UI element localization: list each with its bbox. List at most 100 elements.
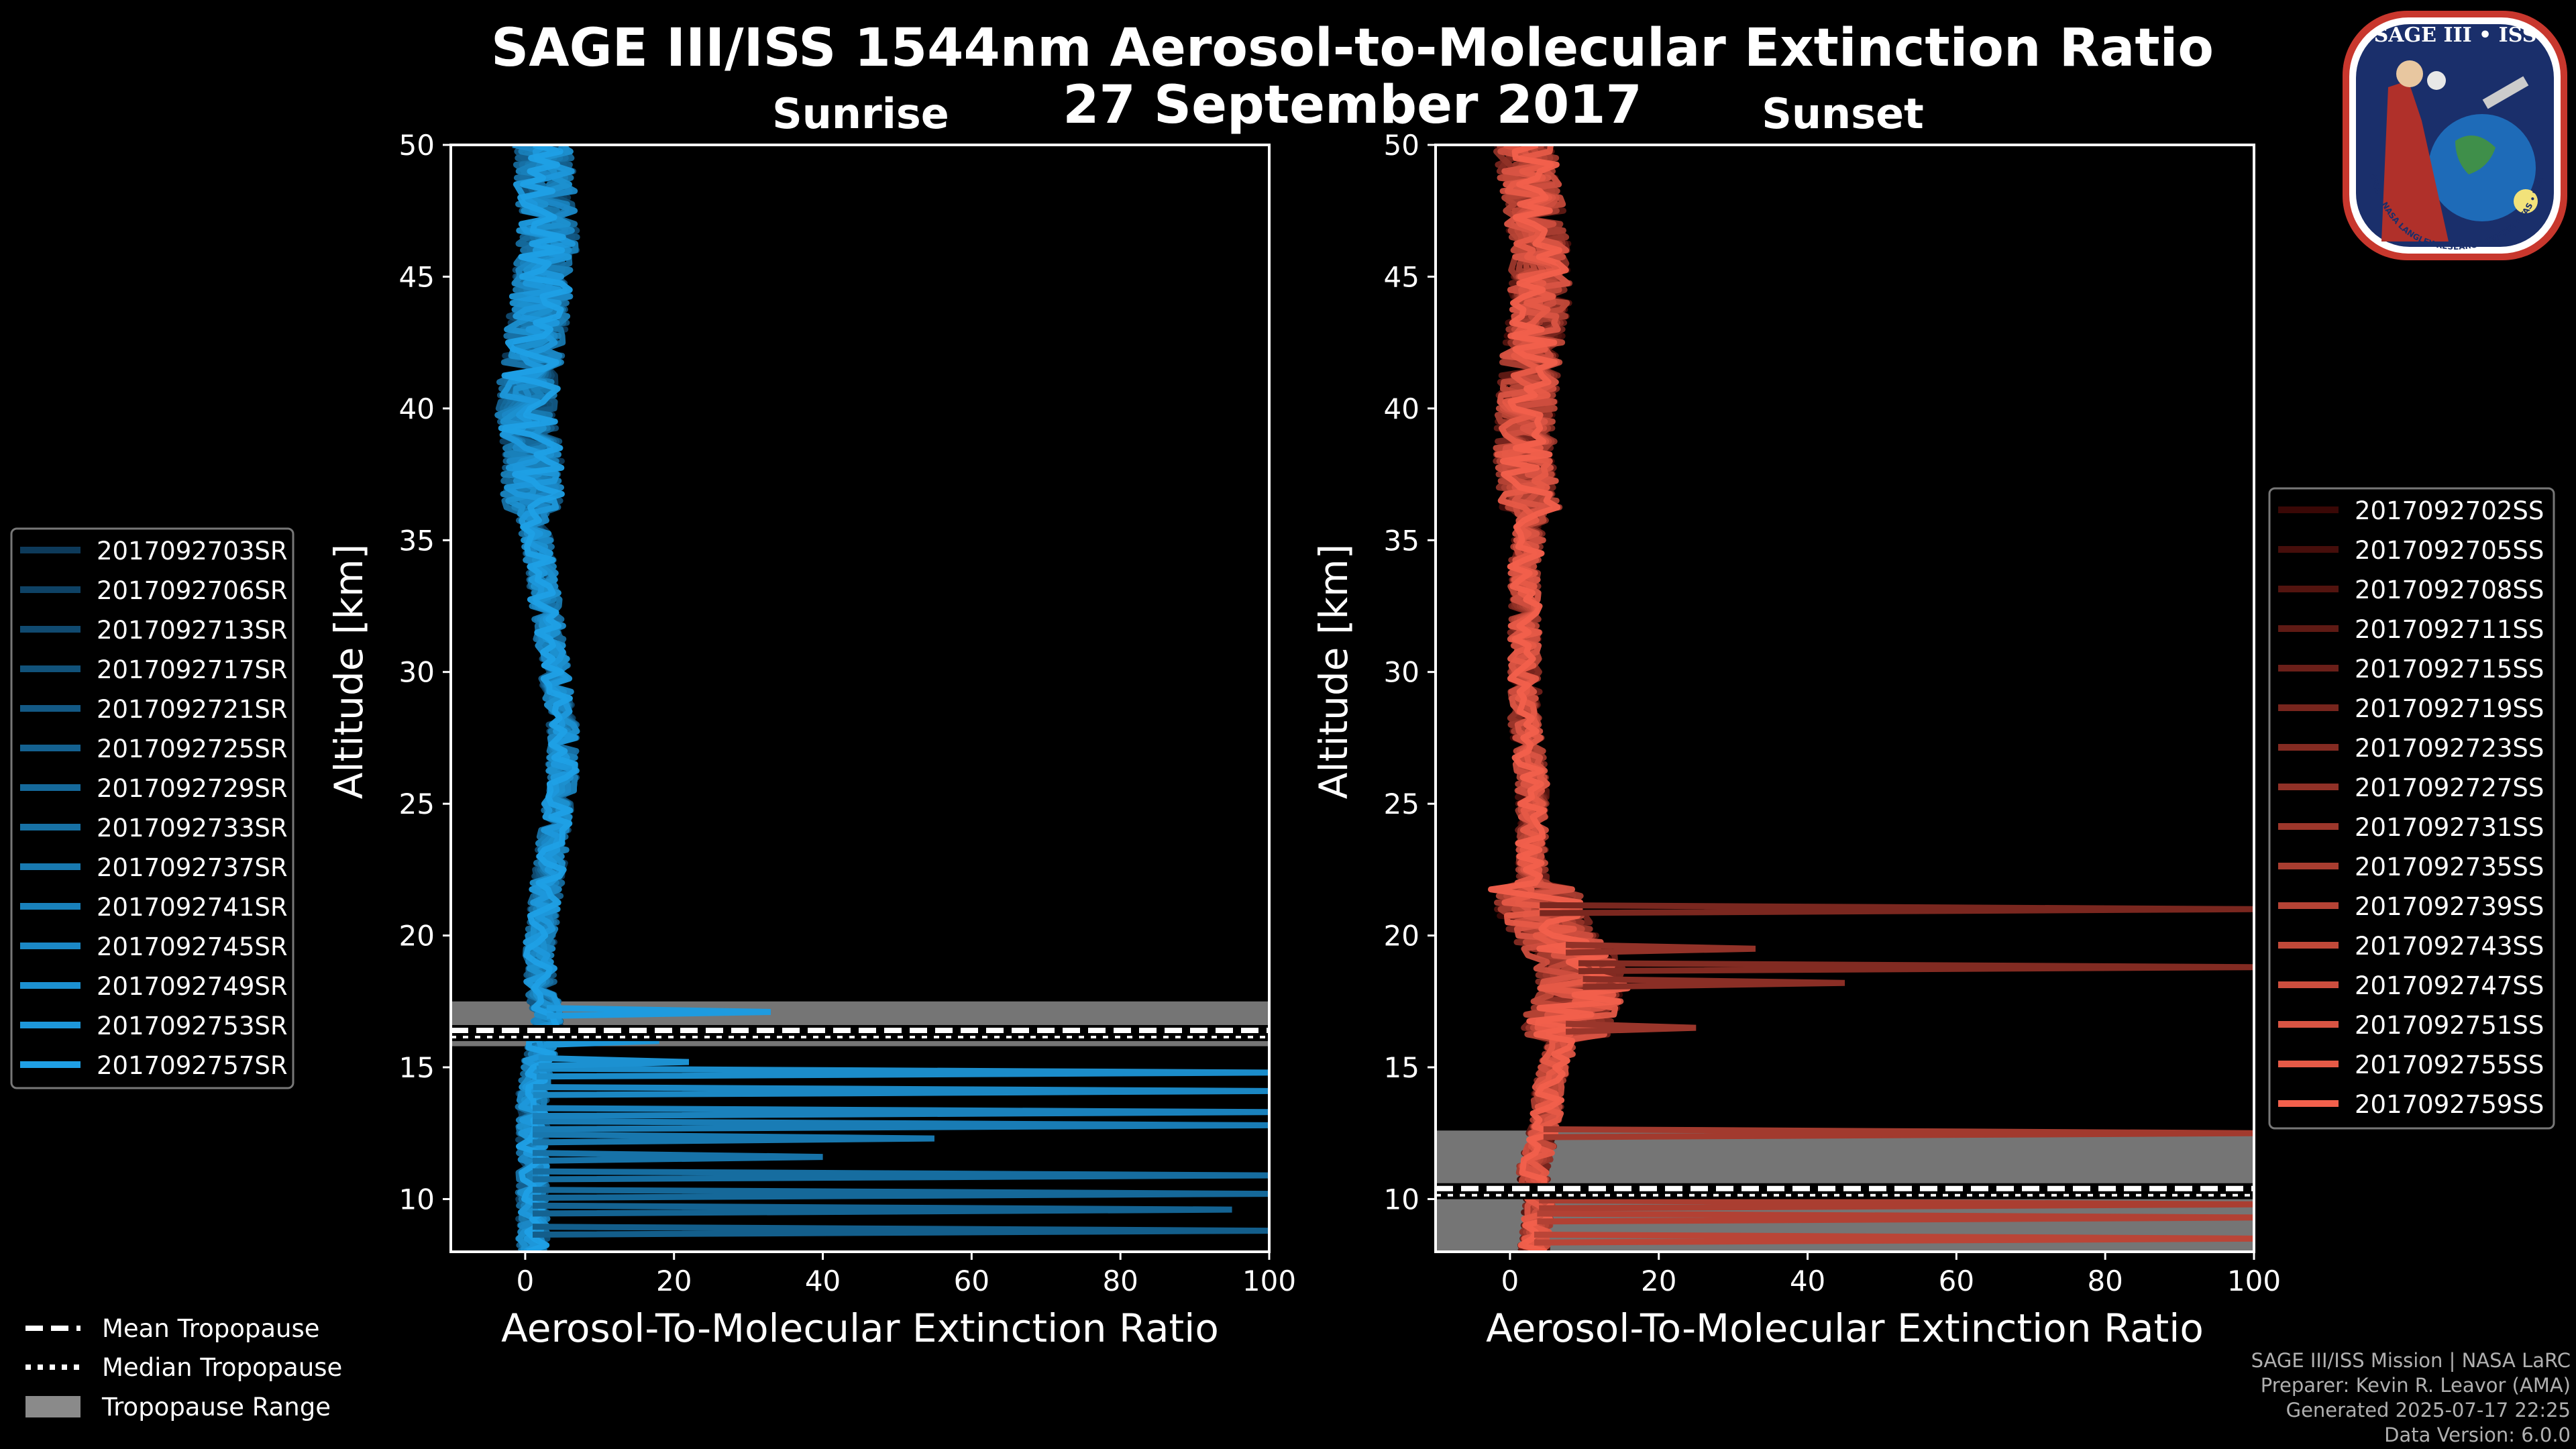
plot-frame	[1434, 144, 2255, 1253]
legend-entry: 2017092708SS	[2355, 576, 2544, 604]
x-tick-label: 60	[954, 1265, 989, 1297]
credits: SAGE III/ISS Mission | NASA LaRC Prepare…	[2251, 1349, 2571, 1446]
y-tick-label: 10	[1384, 1183, 1419, 1216]
profile-excursion	[1540, 902, 2254, 916]
profile-line	[498, 145, 578, 1252]
legend-entry: 2017092702SS	[2355, 496, 2544, 525]
legend-entry: 2017092705SS	[2355, 536, 2544, 565]
legend-entry: 2017092759SS	[2355, 1090, 2544, 1119]
y-tick-label: 30	[399, 656, 435, 689]
y-tick-label: 40	[1384, 392, 1419, 425]
profile-line	[1497, 145, 1624, 1252]
legend-entry: 2017092735SS	[2355, 853, 2544, 881]
sunrise-legend-frame	[10, 527, 294, 1089]
x-tick-label: 80	[2087, 1265, 2123, 1297]
sunrise-legend: 2017092703SR 2017092706SR 2017092713SR 2017…	[10, 527, 294, 1089]
legend-entry: 2017092715SS	[2355, 655, 2544, 684]
y-tick-label: 50	[1384, 129, 1419, 162]
profile-excursion	[546, 1005, 771, 1019]
profile-excursion	[1565, 941, 1756, 956]
profile-excursion	[1565, 1020, 1697, 1035]
sunset-panel: 0 20 40 60 80 100 10 15 20 25 30 35 40 45 50 Aerosol-To…	[1311, 129, 2281, 1351]
legend-entry: 2017092747SS	[2355, 971, 2544, 1000]
legend-entry: 2017092737SR	[97, 853, 288, 882]
profile-excursion	[536, 1065, 1269, 1080]
x-tick-label: 20	[656, 1265, 692, 1297]
legend-entry: 2017092725SR	[97, 735, 288, 763]
y-tick-label: 10	[399, 1183, 435, 1216]
badge-iss-icon	[2482, 76, 2529, 109]
profile-excursion	[532, 1105, 1269, 1120]
profile-excursion	[1537, 1210, 2254, 1225]
profile-excursion	[1543, 1126, 2254, 1140]
legend-entry: 2017092723SS	[2355, 734, 2544, 763]
legend-entry: 2017092729SR	[97, 774, 288, 803]
badge-head-icon	[2396, 60, 2423, 87]
figure-date: 27 September 2017	[1063, 75, 1642, 136]
legend-entry: 2017092755SS	[2355, 1051, 2544, 1079]
legend-entry: 2017092739SS	[2355, 892, 2544, 921]
x-tick-label: 40	[1790, 1265, 1825, 1297]
y-tick-label: 25	[399, 788, 435, 820]
sunset-legend: 2017092702SS 2017092705SS 2017092708SS 2017…	[2268, 487, 2555, 1130]
x-axis-label: Aerosol-To-Molecular Extinction Ratio	[501, 1305, 1219, 1351]
figure-title: SAGE III/ISS 1544nm Aerosol-to-Molecular…	[491, 18, 2214, 78]
sage-iii-iss-badge: SAGE III • ISS BALL • NASA LANGLEY RESEA…	[2343, 11, 2567, 260]
badge-sun-icon	[2514, 189, 2538, 213]
legend-entry: 2017092719SS	[2355, 694, 2544, 723]
x-tick-label: 100	[2227, 1265, 2281, 1297]
tropopause-range-label: Tropopause Range	[101, 1393, 331, 1421]
x-axis-label: Aerosol-To-Molecular Extinction Ratio	[1486, 1305, 2204, 1351]
y-tick-label: 30	[1384, 656, 1419, 689]
legend-entry: 2017092721SR	[97, 695, 288, 724]
y-tick-label: 35	[1384, 524, 1419, 557]
profile-excursion	[533, 1083, 1269, 1098]
badge-figure-icon	[2381, 80, 2449, 241]
sunset-legend-frame	[2268, 487, 2555, 1130]
y-tick-label: 15	[399, 1051, 435, 1084]
y-tick-label: 40	[399, 392, 435, 425]
badge-moon-icon	[2427, 71, 2446, 90]
sunrise-panel: 0 20 40 60 80 100 10 15 20 25 30 35 40 45 50 Aerosol-To…	[326, 129, 1296, 1351]
profile-excursion	[532, 1118, 1269, 1132]
legend-entry: 2017092713SR	[97, 616, 288, 645]
tropopause-range-swatch	[25, 1396, 80, 1417]
credit-data-version: Data Version: 6.0.0	[2384, 1424, 2571, 1446]
y-tick-label: 45	[1384, 260, 1419, 293]
legend-entry: 2017092727SS	[2355, 773, 2544, 802]
profile-excursion	[532, 1131, 934, 1146]
profile-excursion	[1534, 1231, 2254, 1246]
y-tick-label: 20	[399, 920, 435, 953]
mean-tropopause-label: Mean Tropopause	[102, 1314, 320, 1343]
plot-area	[1436, 145, 2254, 1252]
legend-entry: 2017092753SR	[97, 1012, 288, 1040]
legend-entry: 2017092703SR	[97, 537, 288, 566]
x-tick-label: 40	[805, 1265, 841, 1297]
median-tropopause-label: Median Tropopause	[102, 1353, 342, 1382]
x-tick-label: 80	[1102, 1265, 1138, 1297]
legend-entry: 2017092745SR	[97, 932, 288, 961]
legend-entry: 2017092731SS	[2355, 813, 2544, 842]
profile-excursion	[1539, 1197, 2254, 1212]
legend-entry: 2017092706SR	[97, 576, 288, 605]
profile-line	[1488, 145, 1631, 1252]
legend-entry: 2017092757SR	[97, 1051, 288, 1080]
plot-frame	[449, 144, 1271, 1253]
x-tick-label: 60	[1939, 1265, 1974, 1297]
badge-title: SAGE III • ISS	[2374, 23, 2537, 47]
profile-excursion	[532, 1202, 1232, 1217]
profile-excursion	[532, 1150, 823, 1164]
sunset-panel-title: Sunset	[1762, 89, 1924, 138]
legend-entry: 2017092717SR	[97, 655, 288, 684]
legend-entry: 2017092733SR	[97, 814, 288, 843]
profile-excursion	[1578, 960, 2254, 975]
y-axis-label: Altitude [km]	[1311, 544, 1356, 799]
y-tick-label: 25	[1384, 788, 1419, 820]
profile-excursion	[538, 1055, 690, 1069]
x-tick-label: 20	[1641, 1265, 1676, 1297]
sunrise-panel-title: Sunrise	[772, 89, 949, 138]
y-tick-label: 50	[399, 129, 435, 162]
credit-mission: SAGE III/ISS Mission | NASA LaRC	[2251, 1349, 2571, 1372]
y-tick-label: 15	[1384, 1051, 1419, 1084]
